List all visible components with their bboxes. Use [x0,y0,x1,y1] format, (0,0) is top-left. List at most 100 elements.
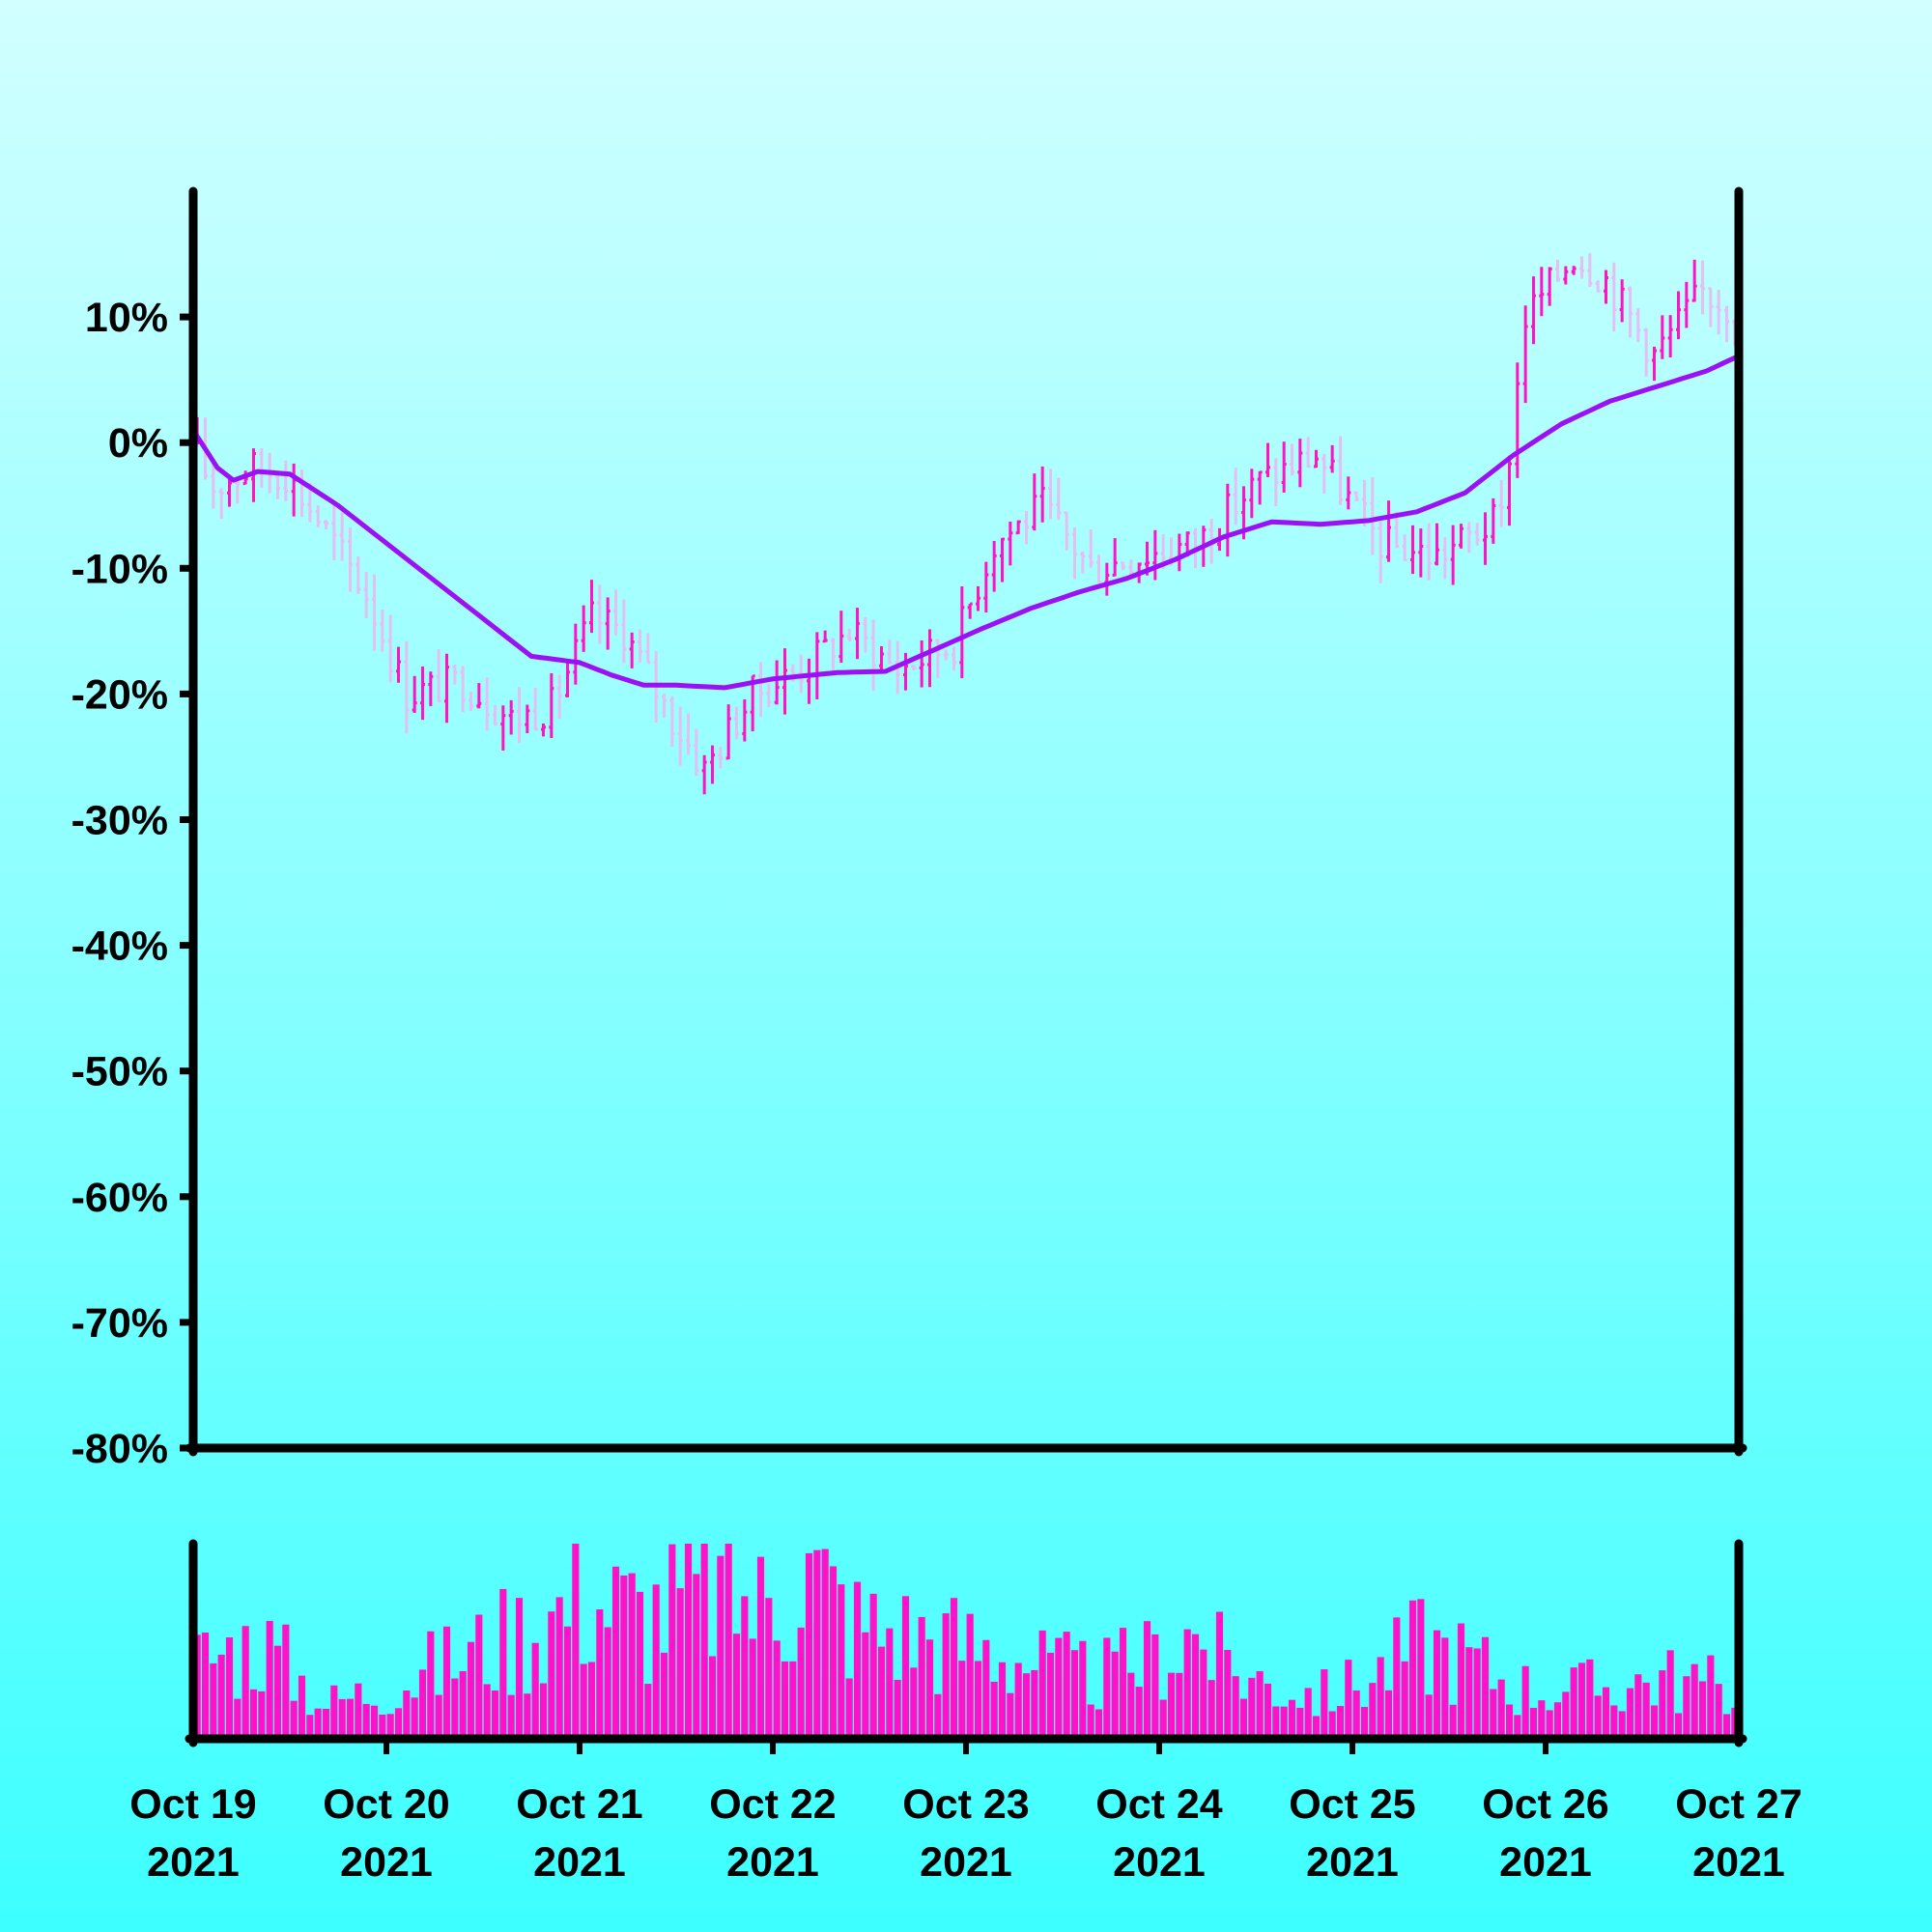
x-tick-label-year: 2021 [1692,1839,1785,1886]
volume-bar [1312,1716,1321,1739]
volume-bar [620,1575,628,1739]
ohlc-bar [927,629,932,688]
ohlc-bar [814,632,820,700]
volume-bar [789,1661,797,1739]
ohlc-bar [291,463,297,517]
ohlc-bar [1547,267,1552,306]
volume-bar [990,1681,998,1739]
volume-bar [829,1566,838,1739]
ohlc-bar [1579,256,1584,279]
x-tick-label-date: Oct 27 [1675,1781,1802,1828]
ohlc-bar [581,605,586,652]
volume-bar [403,1690,411,1739]
y-tick-label: -60% [71,1175,168,1221]
y-axis-ticks: 10% 0% -10% -20% -30% -40% -50% -60% -70% -80% [71,295,193,1472]
ohlc-bar [662,694,667,718]
volume-bar [901,1596,910,1739]
ohlc-bar [1716,289,1721,335]
volume-bar [524,1693,531,1739]
ohlc-bar [669,696,675,747]
ohlc-bar [372,574,377,651]
x-tick-label-date: Oct 23 [902,1781,1029,1828]
volume-bar [1722,1714,1731,1739]
volume-bar [732,1634,741,1739]
ohlc-bar [1474,523,1480,546]
ohlc-bar [1048,469,1053,520]
ohlc-bar [1064,511,1069,551]
volume-bar [1666,1650,1674,1739]
volume-bar [1272,1706,1280,1739]
ohlc-bar [1152,529,1158,581]
x-tick-label-date: Oct 22 [709,1781,836,1828]
ohlc-bar [1128,559,1134,575]
ohlc-bar [919,639,924,688]
x-tick-label-date: Oct 24 [1095,1781,1223,1828]
volume-bar [1577,1662,1586,1739]
ohlc-bar [444,653,449,724]
ohlc-bar [1080,551,1086,574]
ohlc-bar [1708,287,1714,327]
ohlc-bar [638,629,642,663]
volume-bar [918,1616,925,1739]
ohlc-bar [380,609,385,652]
ohlc-bar [1483,512,1488,565]
ohlc-bar [218,488,224,520]
volume-bar [910,1667,918,1739]
ohlc-bar [1281,441,1287,493]
volume-bar [1401,1661,1408,1739]
volume-bar [418,1669,427,1739]
volume-bar [869,1593,877,1739]
ohlc-bar [227,477,232,507]
ohlc-bar [1595,280,1601,293]
volume-bar [1127,1672,1135,1739]
ohlc-bar [1321,453,1327,495]
volume-bar [1296,1707,1304,1739]
volume-bar [1248,1677,1256,1739]
volume-bar [1626,1688,1634,1739]
ohlc-bar [1121,561,1125,571]
ohlc-bar [621,599,627,664]
volume-bar [1610,1705,1618,1739]
ohlc-bar [1635,308,1641,343]
volume-bar [821,1548,829,1739]
ohlc-bar [436,649,441,703]
ohlc-bar [1353,491,1359,502]
volume-bar [1690,1663,1698,1739]
ohlc-bar [565,662,570,697]
volume-bar [886,1628,894,1739]
ohlc-bar [1539,267,1545,317]
ohlc-bar [517,687,522,744]
ohlc-bar [822,630,828,643]
ohlc-bar [396,646,401,683]
ohlc-bar [742,699,748,742]
x-tick-label-year: 2021 [533,1839,626,1886]
ohlc-bar [460,666,466,713]
volume-bar [596,1609,604,1739]
volume-bar [1707,1655,1715,1739]
volume-bar [266,1620,273,1739]
volume-bar [435,1694,442,1739]
y-tick-label: 10% [85,295,168,341]
ohlc-bar [589,580,594,634]
volume-bar [1514,1715,1521,1739]
ohlc-bar [1724,305,1729,343]
ohlc-bar [1426,523,1432,581]
volume-bar [1087,1704,1094,1739]
ohlc-bar [766,683,772,708]
ohlc-bar [1604,270,1608,304]
volume-bar [1562,1691,1570,1739]
ohlc-bar [363,571,369,619]
ohlc-bar [774,660,780,705]
volume-bar [234,1698,242,1739]
ohlc-bar [701,754,707,795]
volume-bar [1167,1672,1176,1739]
ohlc-bar [452,664,458,685]
volume-bar [1393,1617,1401,1739]
ohlc-bar [1531,276,1536,345]
volume-bar [749,1638,756,1739]
volume-bar [1191,1634,1200,1739]
volume-bar [1239,1698,1248,1739]
volume-bar [1715,1684,1722,1739]
y-tick-label: -50% [71,1049,168,1095]
volume-bar [668,1544,676,1739]
